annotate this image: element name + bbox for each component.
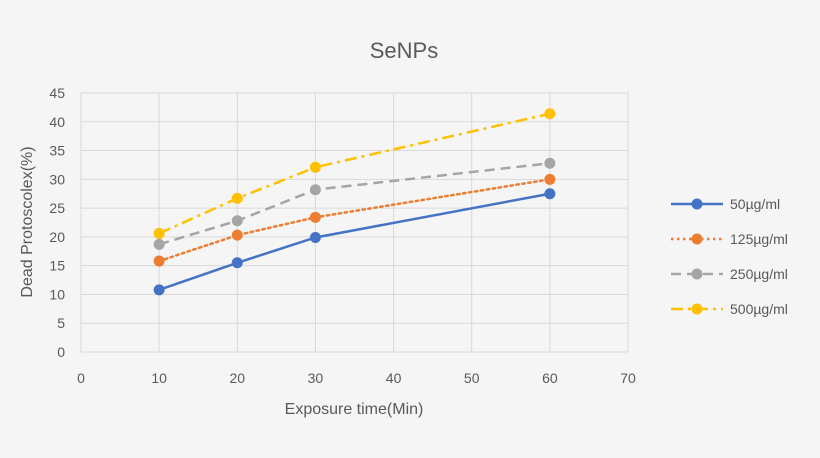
x-tick-label: 70	[620, 370, 636, 386]
data-point	[231, 257, 243, 269]
x-axis-label: Exposure time(Min)	[285, 401, 424, 418]
x-tick-label: 30	[308, 370, 324, 386]
x-tick-label: 40	[386, 370, 402, 386]
series-2	[153, 157, 556, 250]
data-point	[309, 211, 321, 223]
grid-lines	[80, 92, 629, 353]
data-point	[231, 215, 243, 227]
series-line	[157, 178, 552, 263]
legend-item: 125µg/ml	[671, 231, 788, 247]
x-tick-label: 60	[542, 370, 558, 386]
y-tick-label: 40	[49, 114, 65, 130]
legend-marker	[691, 268, 703, 280]
plot-area	[80, 92, 629, 353]
legend: 50µg/ml 125µg/ml 250µg/ml 500µg/ml	[671, 196, 788, 317]
data-point	[153, 284, 165, 296]
series-line	[158, 192, 551, 292]
data-point	[153, 238, 165, 250]
data-point	[153, 255, 165, 267]
data-point	[544, 173, 556, 185]
y-tick-label: 35	[49, 143, 65, 159]
data-point	[153, 227, 165, 239]
series-3	[153, 108, 556, 239]
legend-item: 50µg/ml	[671, 196, 780, 212]
legend-item: 250µg/ml	[671, 266, 788, 282]
data-point	[544, 108, 556, 120]
y-tick-label: 0	[57, 344, 65, 360]
legend-label: 500µg/ml	[730, 301, 788, 317]
y-tick-label: 10	[49, 286, 65, 302]
series-line	[158, 112, 551, 235]
data-point	[231, 192, 243, 204]
legend-label: 125µg/ml	[730, 231, 788, 247]
data-point	[231, 229, 243, 241]
series-group	[153, 108, 556, 296]
series-0	[153, 188, 556, 296]
data-point	[544, 188, 556, 200]
legend-label: 50µg/ml	[730, 196, 780, 212]
y-tick-label: 15	[49, 258, 65, 274]
legend-marker	[691, 198, 703, 210]
x-tick-label: 50	[464, 370, 480, 386]
legend-marker	[691, 233, 703, 245]
y-tick-label: 45	[49, 85, 65, 101]
series-1	[153, 173, 556, 267]
y-tick-label: 25	[49, 200, 65, 216]
data-point	[309, 161, 321, 173]
series-line	[158, 161, 550, 246]
axis-ticks: 0 5 10 15 20 25 30 35 40 45 0 10 20 30 40 50 60 70	[49, 85, 636, 386]
y-tick-label: 20	[49, 229, 65, 245]
y-tick-label: 30	[49, 171, 65, 187]
y-axis-label: Dead Protoscolex(%)	[19, 146, 36, 297]
legend-item: 500µg/ml	[671, 301, 788, 317]
y-tick-label: 5	[57, 315, 65, 331]
chart-title: SeNPs	[370, 38, 438, 63]
data-point	[309, 184, 321, 196]
legend-label: 250µg/ml	[730, 266, 788, 282]
legend-marker	[691, 303, 703, 315]
x-tick-label: 0	[77, 370, 85, 386]
x-tick-label: 10	[151, 370, 167, 386]
x-tick-label: 20	[229, 370, 245, 386]
data-point	[544, 157, 556, 169]
data-point	[309, 231, 321, 243]
